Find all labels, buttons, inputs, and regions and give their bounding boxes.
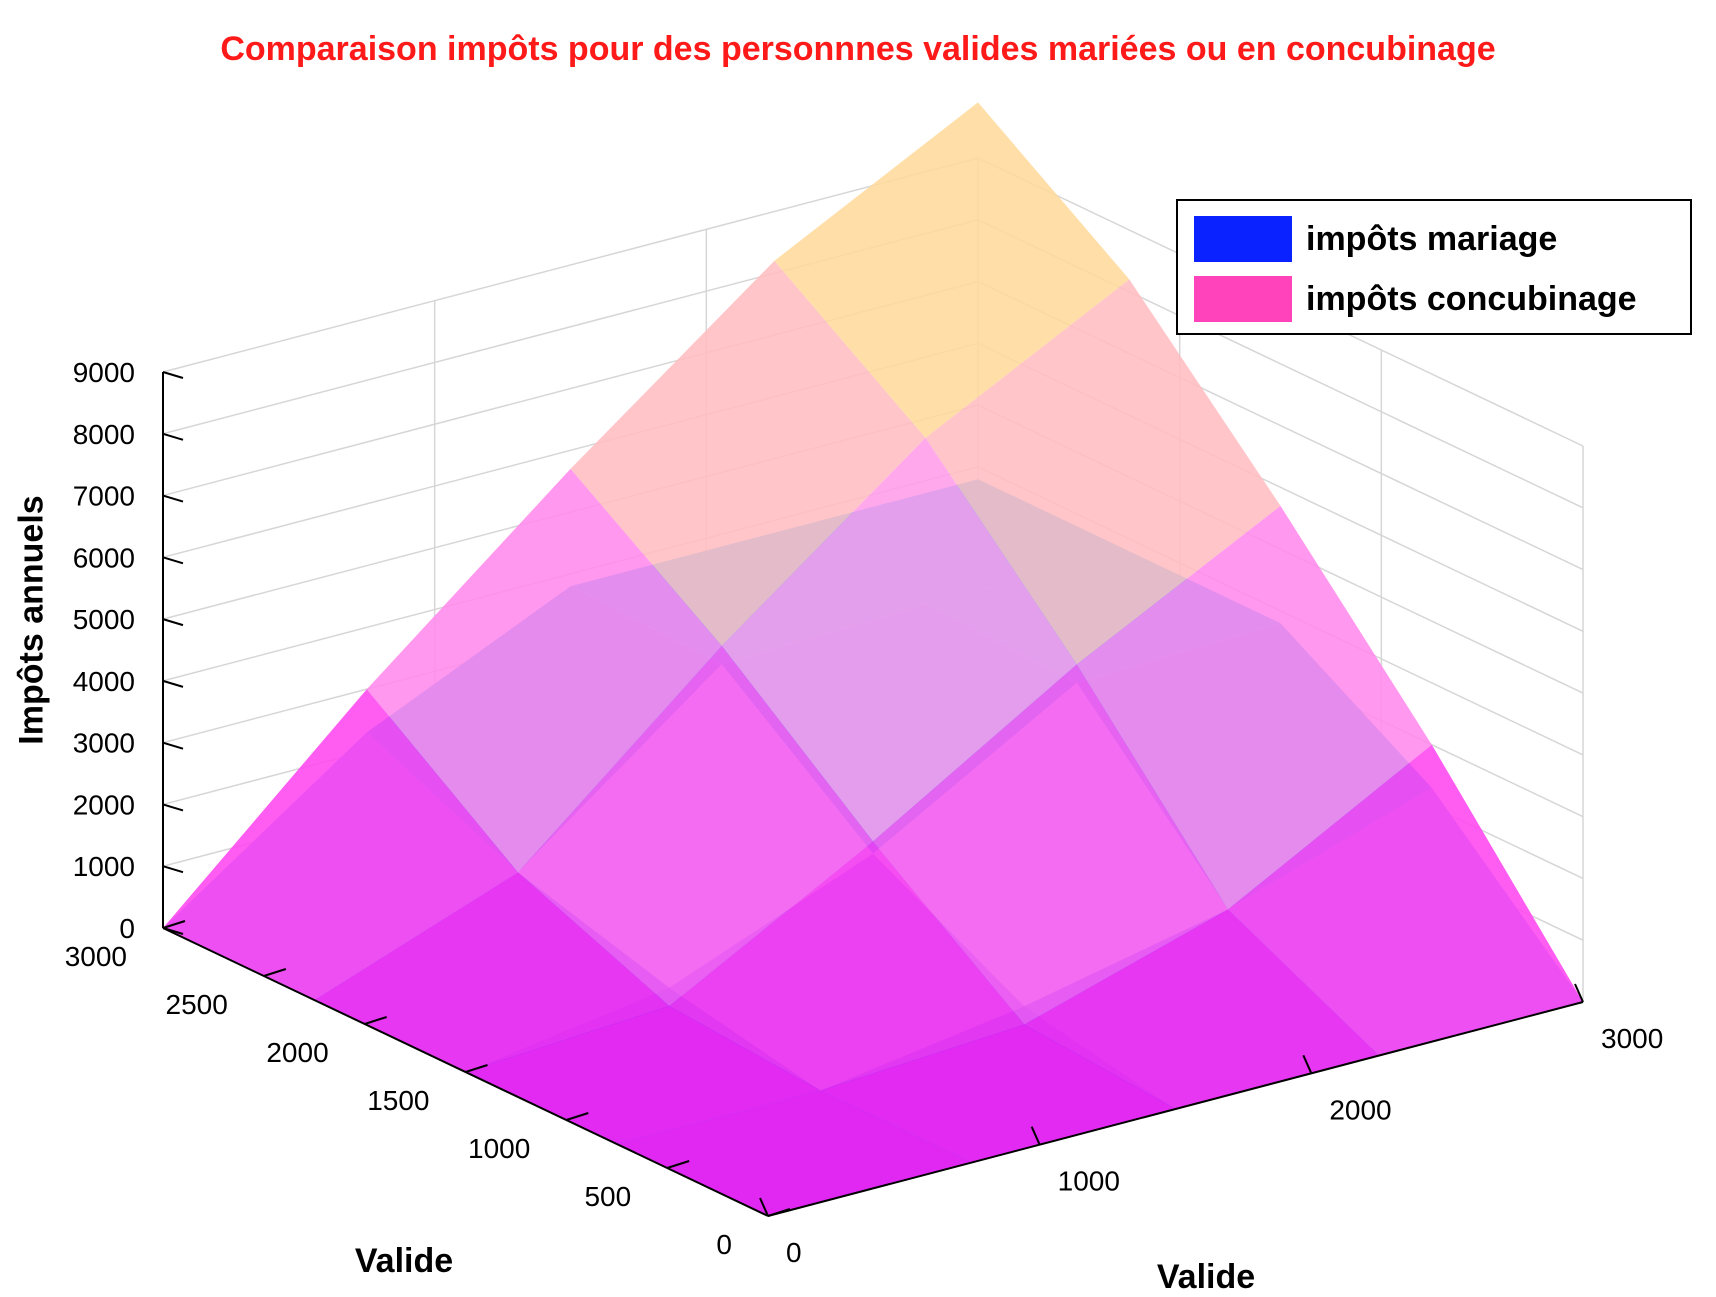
z-tick [162,741,184,750]
z-tick-label: 4000 [73,666,135,697]
surface-concubinage-patch [1228,744,1583,1056]
x-tick-label: 0 [716,1229,732,1260]
z-tick [162,371,184,379]
surface-concubinage-patch [1076,505,1432,910]
surface-concubinage-patch [314,872,670,1072]
legend-swatch-concubinage [1194,276,1292,322]
z-tick [162,494,184,503]
legend-label-mariage: impôts mariage [1306,219,1558,258]
surface-concubinage-patch [774,102,1130,438]
z-tick [162,927,184,935]
y-tick [1030,1126,1041,1146]
x-tick [364,1016,387,1025]
x-tick [465,1064,488,1073]
z-tick [162,432,184,441]
chart-title: Comparaison impôts pour des personnnes v… [220,30,1496,68]
legend-label-concubinage: impôts concubinage [1306,279,1637,318]
x-tick-label: 1500 [367,1085,429,1116]
y-tick-label: 2000 [1329,1094,1391,1125]
y-tick [1302,1054,1313,1074]
x-tick-label: 1000 [468,1133,530,1164]
z-tick-label: 9000 [73,357,135,388]
x-tick [263,968,287,977]
z-tick-label: 5000 [73,604,135,635]
surface-concubinage-patch [616,1090,972,1216]
legend: impôts mariage impôts concubinage [1176,199,1692,335]
x-tick-label: 3000 [65,941,127,972]
y-tick-label: 0 [786,1237,802,1268]
surface-concubinage-patch [518,645,873,1007]
x-tick-label: 2500 [166,989,228,1020]
z-tick-label: 7000 [73,481,135,512]
gridline-z [162,157,979,373]
legend-swatch-mariage [1194,216,1292,262]
x-tick [767,1208,791,1217]
y-tick-label: 1000 [1058,1166,1120,1197]
x-tick [162,920,186,929]
z-tick [162,618,184,627]
surface-concubinage-patch [1024,909,1380,1109]
x-tick [666,1160,690,1169]
z-tick-label: 8000 [73,419,135,450]
z-tick [162,679,184,688]
surface-concubinage-patch [820,1024,1176,1163]
z-tick-label: 1000 [73,851,135,882]
y-tick-label: 3000 [1601,1023,1663,1054]
surface-concubinage-patch [163,689,518,1000]
surface-concubinage-patch [570,260,926,646]
surface-concubinage-patch [925,279,1281,665]
surface-concubinage-patch [465,1006,821,1144]
legend-item-mariage: impôts mariage [1194,216,1557,262]
y-tick [1574,983,1584,1003]
z-tick-label: 3000 [73,728,135,759]
y-axis-line [767,1001,1584,1217]
surface-concubinage-patch [873,664,1228,1025]
z-tick-label: 2000 [73,789,135,820]
z-axis-label: Impôts annuels [12,495,51,745]
z-tick [162,803,184,812]
x-axis-label: Valide [354,1242,454,1280]
surface-concubinage-patch [366,468,722,873]
x-tick-label: 500 [584,1181,631,1212]
z-tick-label: 6000 [73,542,135,573]
y-axis-label: Valide [1156,1258,1256,1296]
z-tick-label: 0 [119,913,135,944]
legend-item-concubinage: impôts concubinage [1194,276,1637,322]
surface-concubinage-patch [721,437,1077,842]
x-tick [566,1112,589,1121]
z-tick [162,865,184,874]
x-tick-label: 2000 [266,1037,328,1068]
surface-concubinage-patch [669,841,1025,1091]
y-tick [759,1197,769,1217]
z-tick [162,556,184,565]
